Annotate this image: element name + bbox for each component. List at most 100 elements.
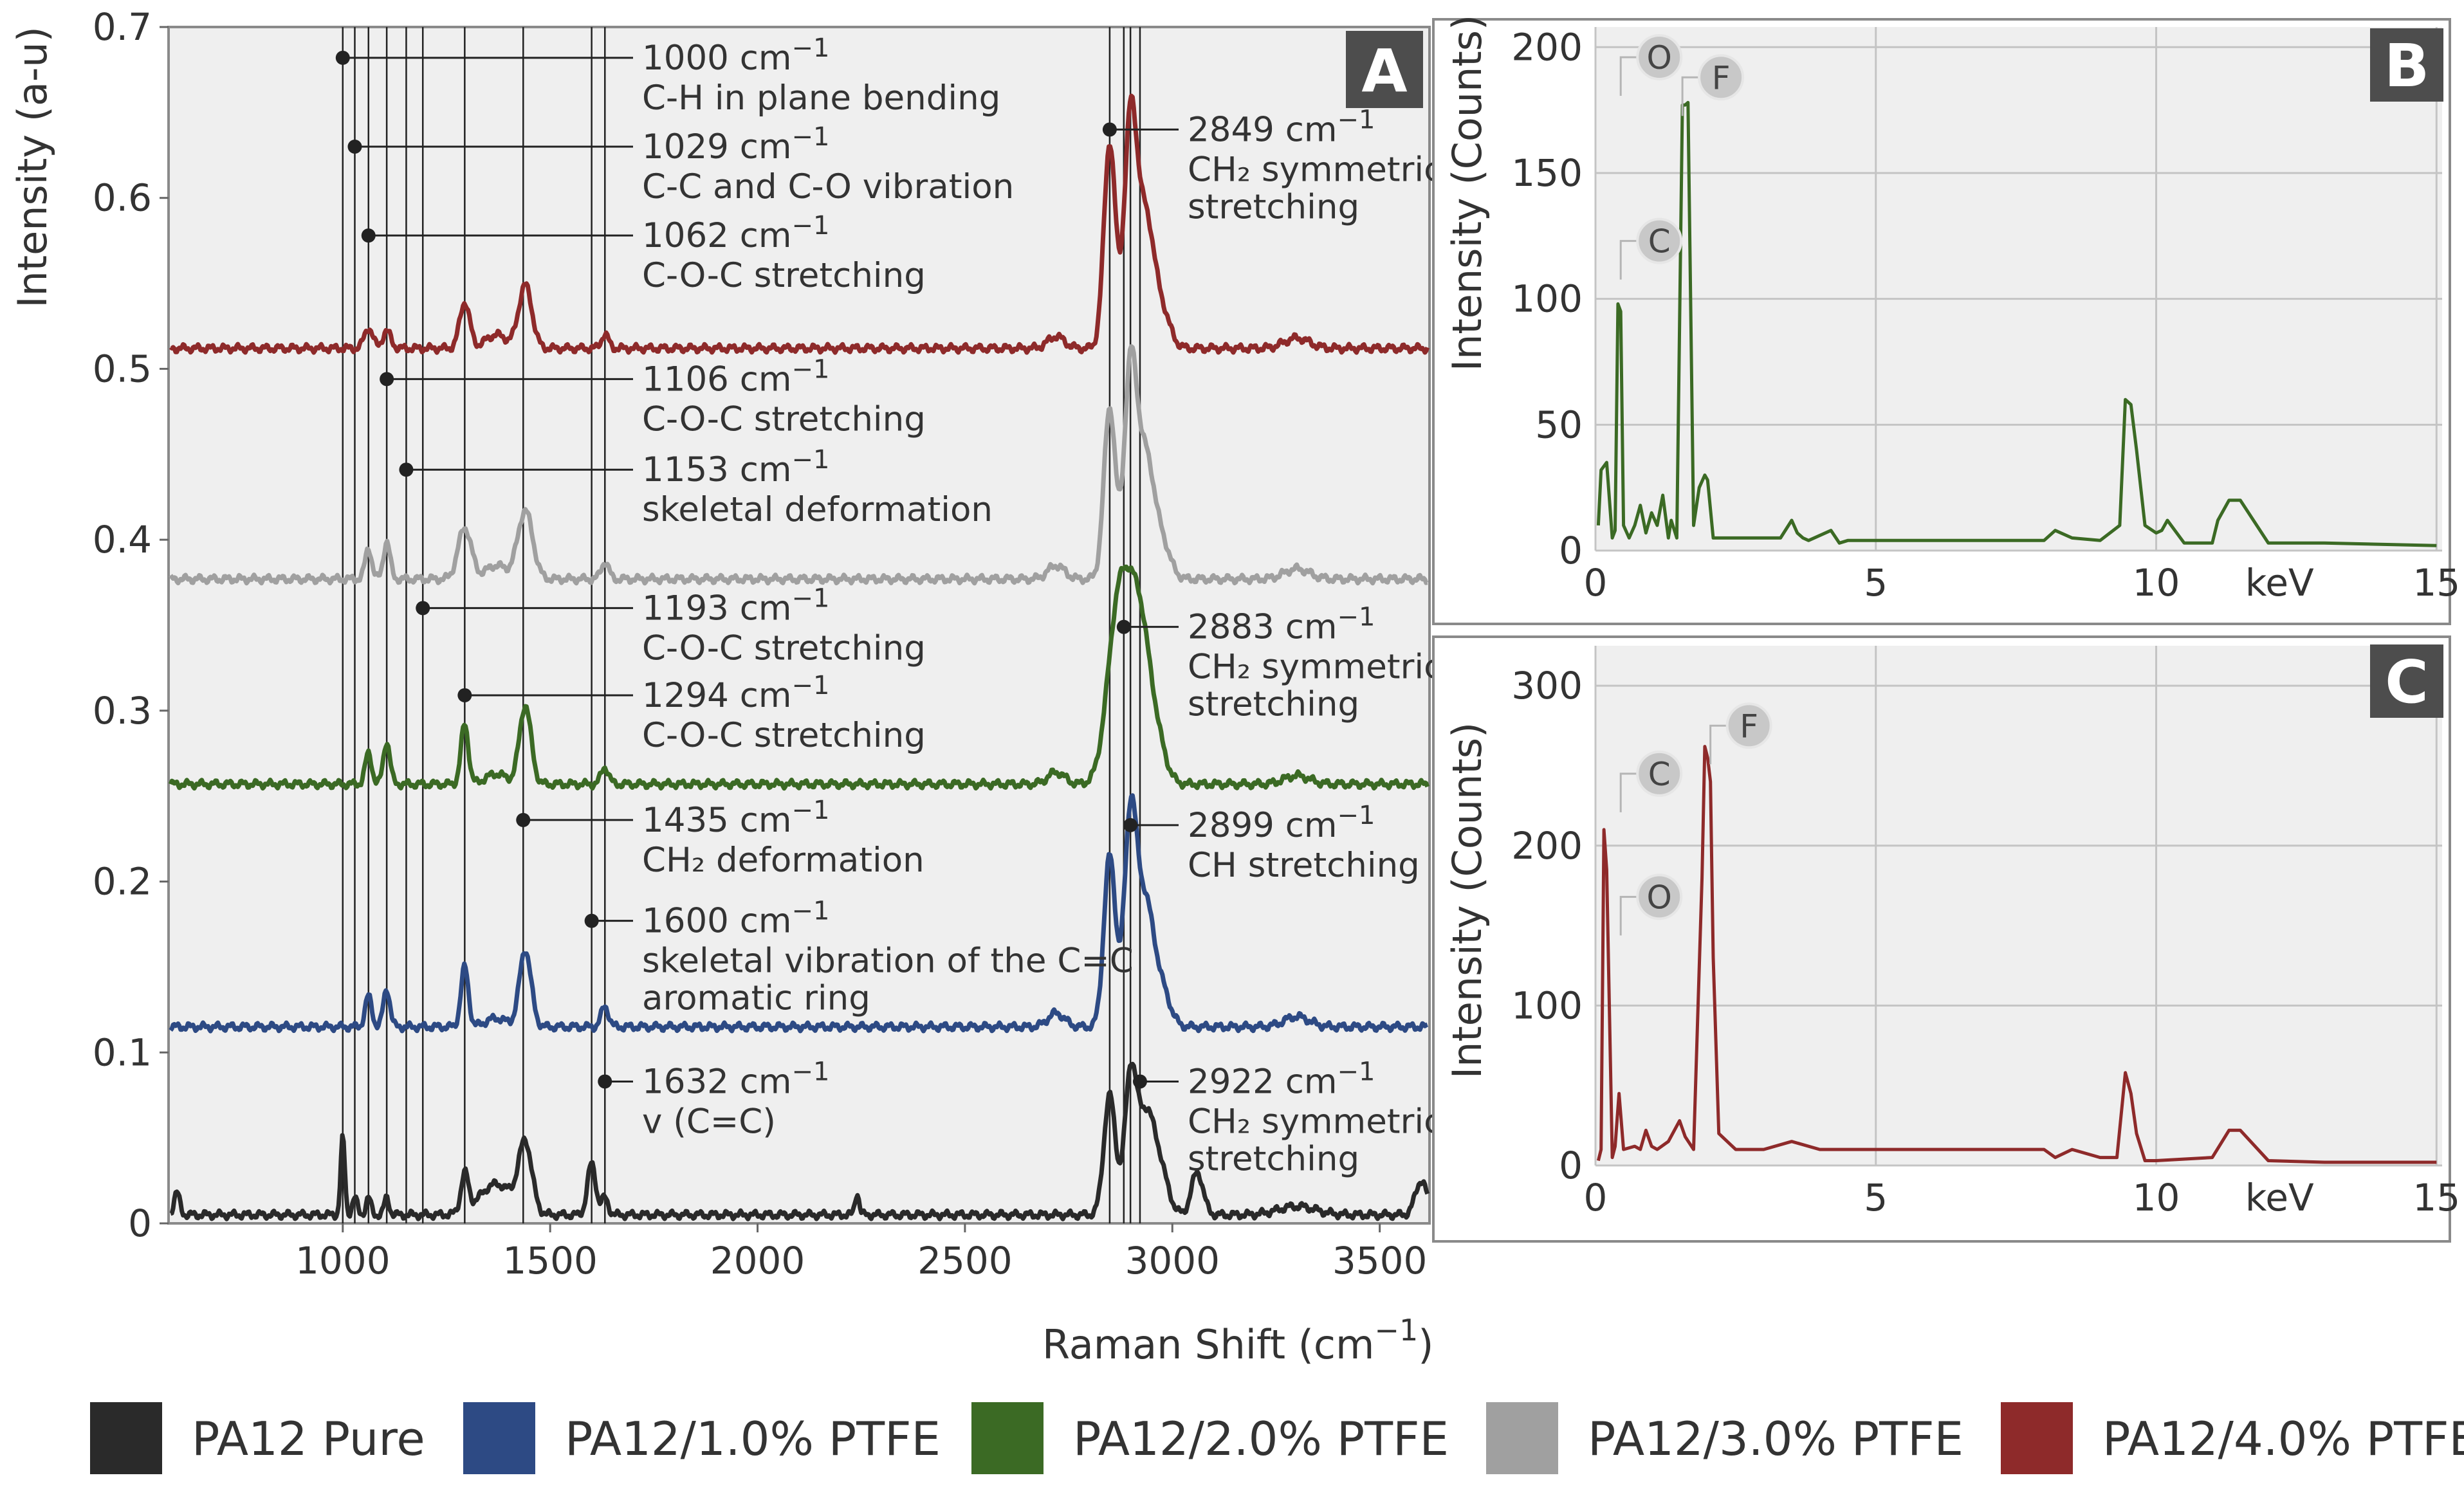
annotation-desc2-right-1: stretching — [1188, 685, 1359, 724]
panel-b: O F C 0 50 100 150 200 0 5 10 15 keV B Intensity (C… — [1432, 15, 2460, 625]
annotation-desc2-right-0: stretching — [1188, 187, 1359, 226]
panel-c-badge-box — [2370, 644, 2443, 718]
annotation-desc-right-3: CH₂ symmetric — [1188, 1102, 1442, 1141]
annotation-title-left-6: 1294 cm−1 — [642, 671, 829, 715]
annotation-sup-left-4: −1 — [792, 445, 830, 475]
x-tick-label-2: 2000 — [710, 1239, 805, 1283]
annotation-sup-right-2: −1 — [1338, 801, 1375, 830]
annotation-desc-right-0: CH₂ symmetric — [1188, 150, 1442, 189]
element-marker-0 — [1636, 33, 1683, 80]
annotation-desc2-right-3: stretching — [1188, 1139, 1359, 1178]
panel-c-element-markers: C F O — [1619, 702, 1772, 936]
annotation-title-right-3: 2922 cm−1 — [1188, 1057, 1375, 1101]
legend-swatch-1 — [463, 1402, 535, 1474]
element-leader-0 — [1619, 772, 1638, 812]
annotation-sup-left-6: −1 — [792, 671, 830, 700]
x-tick-label-2: 10 — [2133, 1176, 2180, 1220]
panel-a-series — [168, 93, 1430, 1221]
element-leader-1 — [1681, 76, 1700, 116]
annotation-sup-left-7: −1 — [792, 796, 830, 825]
element-marker-2 — [1636, 217, 1683, 264]
x-axis-label-sup: −1 — [1374, 1313, 1418, 1347]
series-line-0 — [169, 1061, 1430, 1221]
annotation-desc-left-5: C-O-C stretching — [642, 628, 926, 668]
series-line-3 — [169, 344, 1429, 586]
annotation-sup-left-9: −1 — [792, 1057, 830, 1086]
panel-c-ticks: 0 100 200 300 0 5 10 15 keV — [1511, 664, 2460, 1220]
panel-a-badge-label: A — [1361, 37, 1407, 105]
annotation-sup-right-0: −1 — [1338, 105, 1375, 134]
y-tick-label-3: 300 — [1511, 664, 1583, 708]
panel-a-y-axis-label: Intensity (a-u) — [9, 26, 56, 308]
y-tick-label-4: 0.4 — [93, 518, 152, 562]
legend-swatch-3 — [1486, 1402, 1558, 1474]
panel-a-x-ticks: 1000 1500 2000 2500 3000 3500 — [295, 1223, 1427, 1283]
x-axis-label-main: Raman Shift (cm — [1042, 1321, 1374, 1368]
y-tick-label-0: 0 — [128, 1201, 152, 1245]
element-marker-2 — [1636, 873, 1683, 920]
annotation-desc-right-2: CH stretching — [1188, 846, 1420, 885]
annotation-wavenumber-right-3: 2922 cm — [1188, 1062, 1338, 1101]
panel-b-y-axis-label: Intensity (Counts) — [1444, 15, 1491, 371]
x-unit-label: keV — [2245, 1176, 2314, 1220]
annotation-desc-left-7: CH₂ deformation — [642, 841, 924, 880]
annotation-desc-left-2: C-O-C stretching — [642, 256, 926, 295]
annotation-wavenumber-left-8: 1600 cm — [642, 902, 792, 941]
element-label-0: C — [1648, 756, 1671, 793]
annotation-title-left-8: 1600 cm−1 — [642, 897, 829, 941]
annotation-title-left-1: 1029 cm−1 — [642, 122, 829, 167]
y-tick-label-7: 0.7 — [93, 5, 152, 49]
annotation-title-left-9: 1632 cm−1 — [642, 1057, 829, 1101]
series-line-1 — [169, 793, 1429, 1034]
edx-spectrum-line — [1596, 100, 2437, 547]
annotation-sup-left-5: −1 — [792, 583, 830, 613]
y-tick-label-1: 50 — [1535, 403, 1583, 446]
annotation-desc2-left-8: aromatic ring — [642, 979, 870, 1018]
legend-label-3: PA12/3.0% PTFE — [1588, 1412, 1963, 1466]
annotation-wavenumber-left-1: 1029 cm — [642, 127, 792, 167]
annotation-sup-left-2: −1 — [792, 211, 830, 241]
annotation-title-left-7: 1435 cm−1 — [642, 796, 829, 840]
x-tick-label-1: 5 — [1864, 561, 1888, 605]
legend: PA12 Pure PA12/1.0% PTFE PA12/2.0% PTFE PA1… — [90, 1402, 2464, 1474]
legend-label-4: PA12/4.0% PTFE — [2102, 1412, 2464, 1466]
annotation-sup-right-3: −1 — [1338, 1057, 1375, 1086]
panel-c-spectrum — [1596, 745, 2437, 1164]
y-tick-label-1: 0.1 — [93, 1030, 152, 1074]
panel-b-badge-label: B — [2384, 32, 2429, 100]
x-unit-label: keV — [2245, 561, 2314, 605]
x-tick-label-0: 1000 — [295, 1239, 391, 1283]
y-tick-label-4: 200 — [1511, 25, 1583, 69]
annotation-sup-left-0: −1 — [792, 33, 830, 63]
annotation-wavenumber-left-4: 1153 cm — [642, 450, 792, 489]
annotation-wavenumber-left-7: 1435 cm — [642, 801, 792, 840]
legend-label-1: PA12/1.0% PTFE — [565, 1412, 941, 1466]
element-leader-0 — [1619, 56, 1638, 96]
y-tick-label-2: 200 — [1511, 824, 1583, 868]
series-line-2 — [168, 564, 1430, 791]
panel-c-grid — [1594, 646, 2442, 1167]
panel-c: C F O 0 100 200 300 0 5 10 15 keV C Intensity (Cou… — [1432, 635, 2460, 1243]
annotation-title-left-2: 1062 cm−1 — [642, 211, 829, 255]
annotation-wavenumber-left-0: 1000 cm — [642, 39, 792, 78]
annotation-sup-left-8: −1 — [792, 897, 830, 926]
annotation-sup-left-1: −1 — [792, 122, 830, 152]
y-tick-label-0: 0 — [1559, 1144, 1583, 1187]
annotation-wavenumber-right-2: 2899 cm — [1188, 806, 1338, 845]
panel-b-badge: B — [2370, 28, 2443, 102]
panel-a-y-ticks: 0 0.1 0.2 0.3 0.4 0.5 0.6 0.7 — [93, 5, 169, 1245]
legend-swatch-2 — [971, 1402, 1044, 1474]
y-tick-label-2: 0.2 — [93, 860, 152, 904]
x-tick-label-4: 3000 — [1125, 1239, 1220, 1283]
element-leader-1 — [1709, 724, 1727, 765]
legend-swatch-4 — [2001, 1402, 2073, 1474]
panel-a-badge-box — [1346, 31, 1423, 108]
y-tick-label-3: 150 — [1511, 151, 1583, 195]
annotation-wavenumber-left-2: 1062 cm — [642, 216, 792, 255]
panel-b-grid — [1594, 27, 2442, 552]
annotation-desc-left-9: v (C=C) — [642, 1102, 776, 1141]
element-label-1: F — [1740, 708, 1758, 745]
x-tick-label-5: 3500 — [1332, 1239, 1428, 1283]
legend-label-0: PA12 Pure — [192, 1412, 425, 1466]
